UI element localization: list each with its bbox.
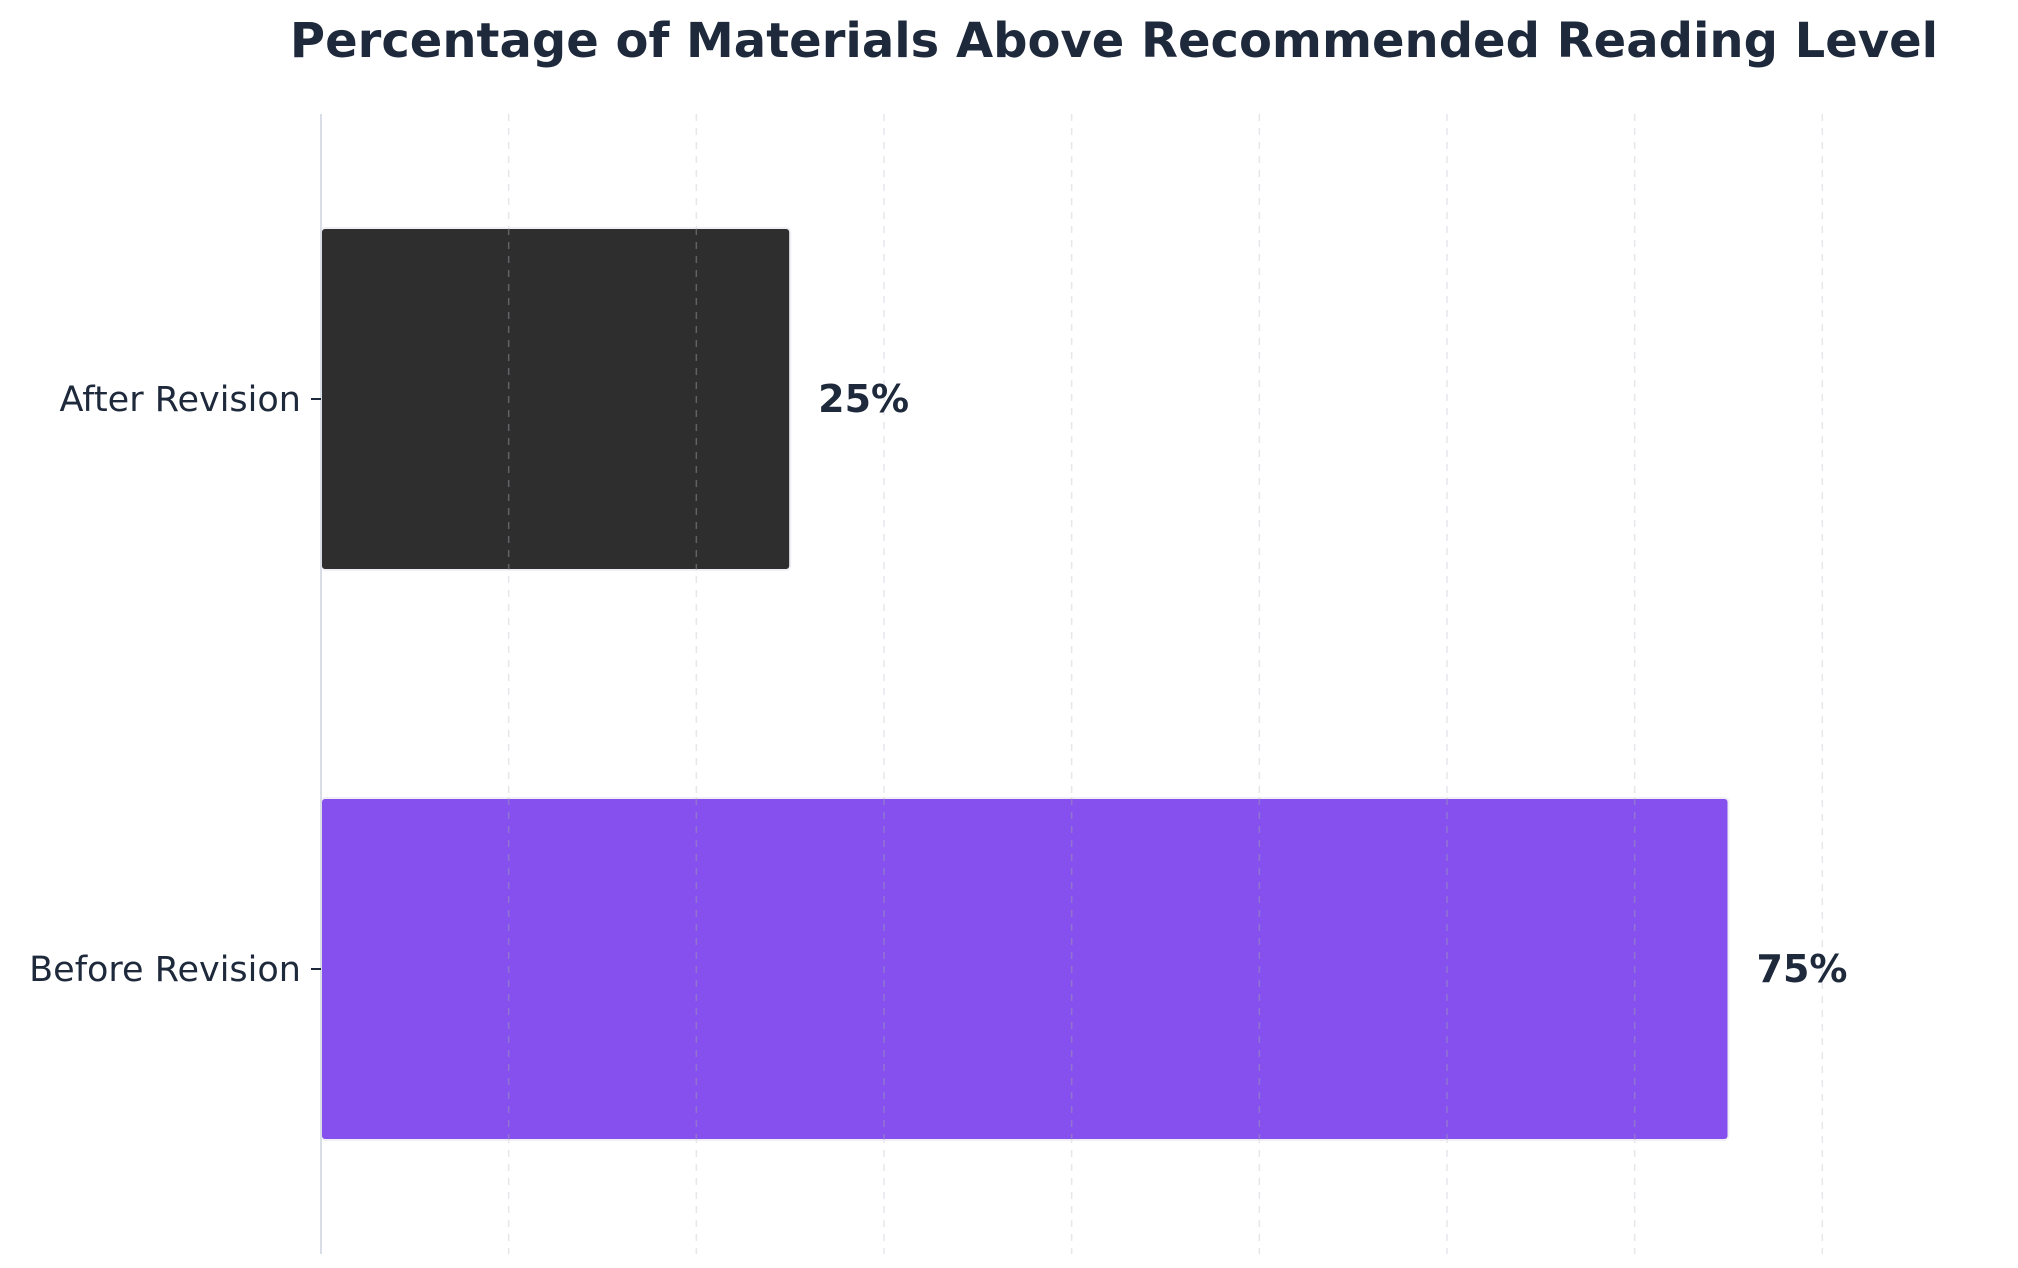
value-label: 75%: [1757, 947, 1848, 991]
category-label: After Revision: [60, 380, 301, 420]
chart-title: Percentage of Materials Above Recommende…: [290, 13, 1938, 69]
labels: After Revision 25% Before Revision 75%: [29, 377, 1847, 991]
bars: [320, 227, 1730, 1141]
bar: [320, 227, 792, 571]
bar-overlay-grid: [507, 228, 1636, 1140]
value-label: 25%: [818, 377, 909, 421]
category-label: Before Revision: [29, 950, 301, 990]
bar: [320, 797, 1730, 1141]
